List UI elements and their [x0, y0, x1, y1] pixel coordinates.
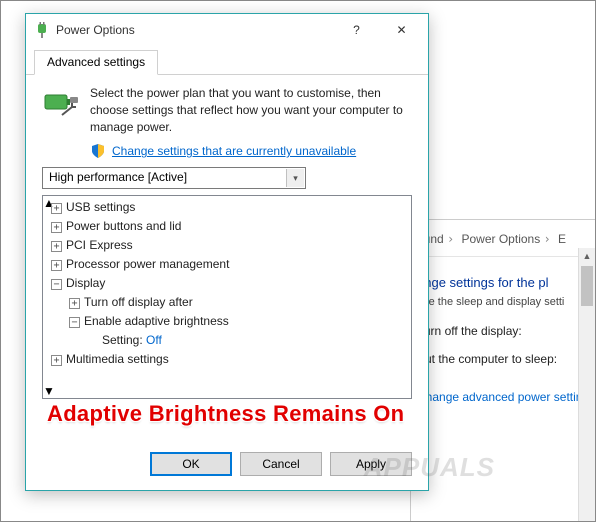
tree-row[interactable]: −Display [45, 274, 392, 293]
tree-row[interactable]: + USB settings [45, 198, 392, 217]
breadcrumb-part[interactable]: E [558, 232, 566, 246]
chevron-right-icon: › [447, 232, 461, 246]
tree-row[interactable]: + Processor power management [45, 255, 392, 274]
chevron-down-icon: ▾ [286, 169, 304, 187]
tree-row[interactable]: + Turn off display after [45, 293, 392, 312]
power-plug-icon [34, 22, 50, 38]
tree-label: Processor power management [66, 257, 229, 271]
tree-label: Display [66, 276, 105, 290]
help-button[interactable]: ? [334, 15, 379, 45]
expand-icon[interactable]: + [51, 241, 62, 252]
expand-icon[interactable]: + [51, 203, 62, 214]
expand-icon[interactable]: + [51, 260, 62, 271]
close-button[interactable]: ✕ [379, 15, 424, 45]
scroll-up-icon[interactable]: ▲ [579, 248, 595, 265]
scroll-down-icon[interactable]: ▼ [43, 384, 411, 398]
bg-option-label: Put the computer to sleep: [417, 352, 595, 366]
tree-row[interactable]: −Enable adaptive brightness [45, 312, 392, 331]
tree-label: Turn off display after [84, 295, 193, 309]
bg-scrollbar[interactable]: ▲ [578, 248, 595, 521]
collapse-icon[interactable]: − [51, 279, 62, 290]
tree-label: Multimedia settings [66, 352, 169, 366]
power-plan-select[interactable]: High performance [Active] ▾ [42, 167, 306, 189]
tab-advanced-settings[interactable]: Advanced settings [34, 50, 158, 75]
expand-icon[interactable]: + [69, 298, 80, 309]
settings-tree: + USB settings + Power buttons and lid + PCI … [42, 195, 412, 399]
tree-label: Power buttons and lid [66, 219, 181, 233]
breadcrumb[interactable]: ound › Power Options › E [411, 228, 595, 257]
scroll-thumb[interactable] [581, 266, 593, 306]
bg-section-title: ange settings for the pl [417, 275, 595, 290]
tree-label: Setting: [102, 333, 146, 347]
battery-plug-icon [42, 85, 80, 123]
uac-change-settings-link[interactable]: Change settings that are currently unava… [112, 144, 356, 158]
bg-option-label: Turn off the display: [417, 324, 595, 338]
expand-icon[interactable]: + [51, 355, 62, 366]
shield-icon [90, 143, 106, 159]
dialog-title: Power Options [56, 23, 334, 37]
collapse-icon[interactable]: − [69, 317, 80, 328]
tree-row[interactable]: Setting: Off [45, 331, 392, 350]
power-plan-selected: High performance [Active] [49, 170, 187, 184]
power-options-dialog: Power Options ? ✕ Advanced settings Sele… [25, 13, 429, 491]
background-control-panel: ound › Power Options › E ▲ ange settings… [410, 219, 595, 521]
expand-icon[interactable]: + [51, 222, 62, 233]
dialog-button-row: OK Cancel Apply [26, 444, 428, 490]
breadcrumb-part[interactable]: Power Options [462, 232, 541, 246]
tab-bar: Advanced settings [26, 46, 428, 75]
tree-label: PCI Express [66, 238, 133, 252]
change-advanced-link[interactable]: Change advanced power settings [417, 390, 595, 404]
tree-label: USB settings [66, 200, 135, 214]
bg-section-subtitle: ose the sleep and display setti [417, 296, 595, 308]
ok-button[interactable]: OK [150, 452, 232, 476]
intro-text: Select the power plan that you want to c… [90, 85, 412, 135]
chevron-right-icon: › [544, 232, 558, 246]
tree-row[interactable]: + PCI Express [45, 236, 392, 255]
tree-value-link[interactable]: Off [146, 333, 162, 347]
tree-label: Enable adaptive brightness [84, 314, 229, 328]
titlebar[interactable]: Power Options ? ✕ [26, 14, 428, 46]
tree-row[interactable]: + Power buttons and lid [45, 217, 392, 236]
apply-button[interactable]: Apply [330, 452, 412, 476]
tree-row[interactable]: + Multimedia settings [45, 350, 392, 369]
settings-tree-viewport[interactable]: + USB settings + Power buttons and lid + PCI … [43, 196, 394, 398]
cancel-button[interactable]: Cancel [240, 452, 322, 476]
